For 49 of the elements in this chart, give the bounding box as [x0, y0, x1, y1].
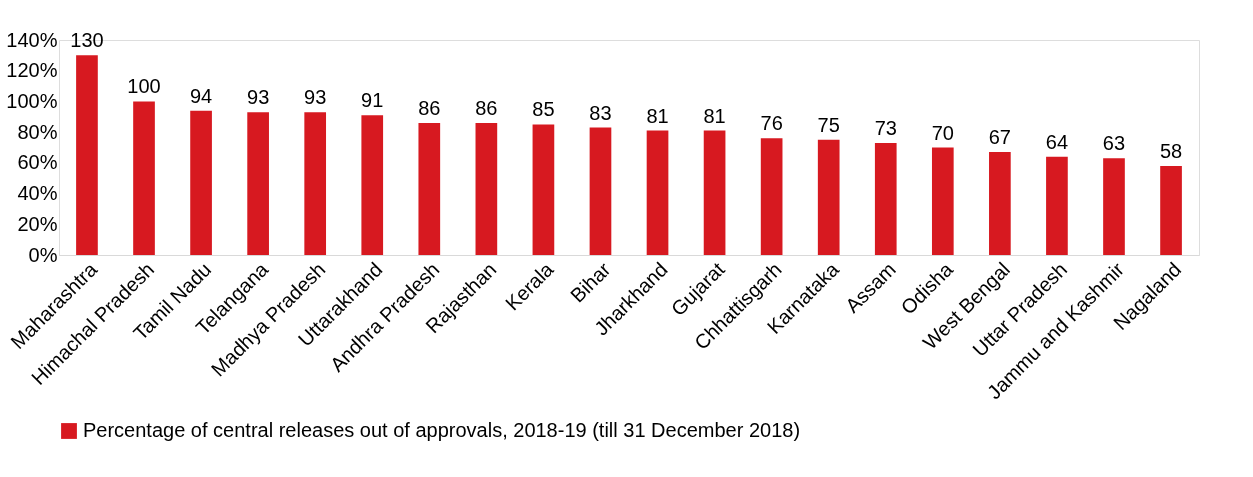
y-tick-label: 80%: [17, 120, 58, 143]
bar: [418, 122, 441, 255]
data-label: 86: [475, 96, 498, 119]
data-label: 67: [988, 126, 1011, 149]
data-label: 91: [361, 89, 384, 112]
data-label: 85: [532, 98, 555, 121]
bar: [247, 112, 269, 255]
bar: [133, 101, 155, 255]
data-label: 70: [931, 121, 954, 144]
data-label: 94: [189, 84, 213, 107]
legend-label: Percentage of central releases out of approvals, 2018-19 (till 31 December 2018): [83, 419, 801, 441]
data-label: 81: [703, 104, 726, 127]
y-tick-label: 0%: [28, 243, 58, 266]
bar: [475, 122, 498, 255]
bar: [931, 147, 954, 255]
y-tick-label: 20%: [17, 212, 58, 235]
bar: [589, 127, 612, 255]
bar: [646, 130, 669, 255]
bar: [760, 138, 783, 255]
bar: [989, 152, 1011, 255]
bar: [361, 115, 384, 255]
bar: [874, 142, 897, 255]
data-label: 130: [70, 29, 104, 52]
data-label: 58: [1159, 139, 1183, 162]
data-label: 100: [127, 75, 161, 98]
data-label: 93: [247, 86, 270, 109]
data-label: 76: [760, 112, 783, 135]
bar: [190, 110, 212, 255]
bar: [703, 130, 726, 255]
data-label: 64: [1045, 130, 1069, 153]
bar: [304, 112, 327, 255]
y-tick-label: 140%: [6, 28, 58, 51]
y-tick-label: 60%: [17, 151, 58, 174]
bar: [817, 139, 840, 255]
bar: [1046, 156, 1068, 255]
bar: [532, 124, 555, 255]
data-label: 75: [817, 113, 840, 136]
data-label: 83: [589, 101, 612, 124]
bar: [76, 55, 98, 255]
data-label: 93: [304, 86, 327, 109]
data-label: 86: [418, 96, 441, 119]
y-tick-label: 100%: [6, 89, 58, 112]
data-label: 81: [646, 104, 669, 127]
y-tick-label: 120%: [6, 59, 58, 82]
bar: [1160, 165, 1182, 255]
data-label: 73: [874, 116, 897, 139]
bar: [1103, 158, 1125, 255]
y-tick-label: 40%: [17, 182, 58, 205]
data-label: 63: [1102, 132, 1126, 155]
